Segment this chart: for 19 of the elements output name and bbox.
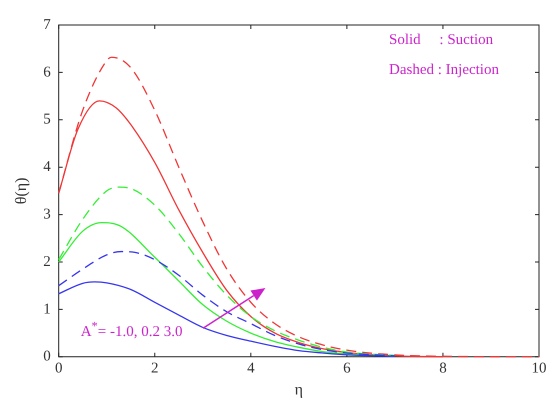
x-tick-label: 8 <box>439 360 447 377</box>
y-tick-label: 6 <box>43 64 52 80</box>
annotation: A$^{*}$= -1.0, 0.2 3.0 <box>80 318 182 341</box>
annotation: Solid : Suction <box>389 31 494 49</box>
y-tick-label: 1 <box>43 301 51 318</box>
y-tick-label: 5 <box>43 112 51 128</box>
y-tick-label: 0 <box>43 348 51 365</box>
y-tick-label: 4 <box>43 159 52 176</box>
x-tick-label: 4 <box>247 360 256 377</box>
annotation: Dashed : Injection <box>389 61 499 79</box>
x-tick-label: 0 <box>54 360 62 377</box>
y-tick-label: 3 <box>43 206 51 223</box>
x-tick-label: 6 <box>343 360 352 377</box>
y-tick-label: 2 <box>43 254 51 270</box>
y-axis-title: θ(η) <box>12 178 30 204</box>
x-tick-label: 2 <box>151 360 159 377</box>
y-tick-label: 7 <box>43 16 52 33</box>
x-axis-title: η <box>294 382 304 399</box>
x-tick-label: 10 <box>532 360 546 377</box>
